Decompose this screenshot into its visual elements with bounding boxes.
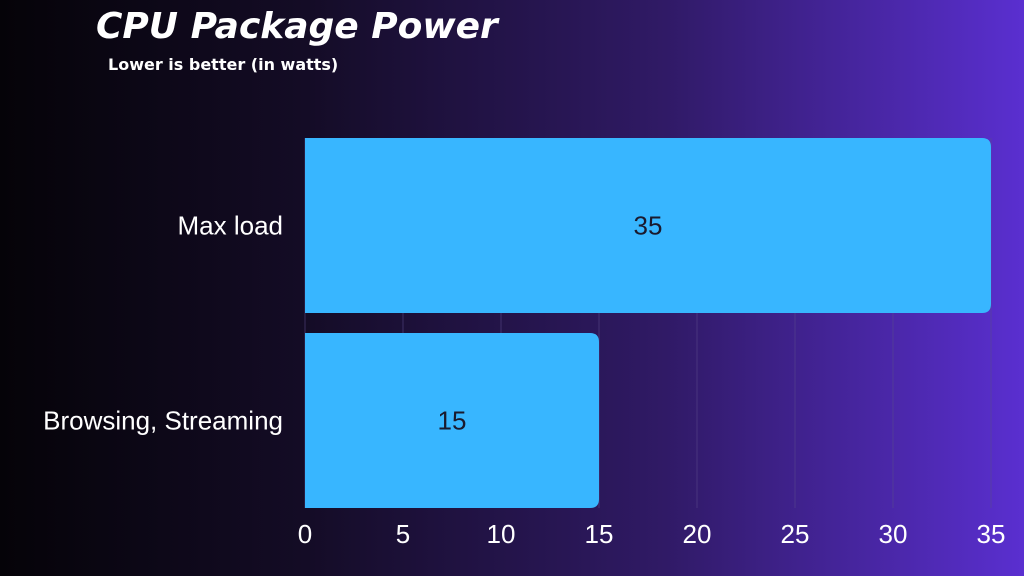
x-tick-label-15: 15 xyxy=(585,519,614,549)
x-tick-label-20: 20 xyxy=(683,519,712,549)
x-tick-label-30: 30 xyxy=(879,519,908,549)
bar-0 xyxy=(305,138,991,313)
x-tick-label-25: 25 xyxy=(781,519,810,549)
chart-title: CPU Package Power xyxy=(96,6,498,47)
data-label-0: 35 xyxy=(634,211,663,241)
x-tick-label-35: 35 xyxy=(977,519,1006,549)
chart-subtitle: Lower is better (in watts) xyxy=(108,55,339,74)
x-tick-label-0: 0 xyxy=(298,519,312,549)
category-label-1: Browsing, Streaming xyxy=(43,406,283,436)
category-label-0: Max load xyxy=(178,211,284,241)
x-tick-label-5: 5 xyxy=(396,519,410,549)
x-tick-label-10: 10 xyxy=(487,519,516,549)
data-label-1: 15 xyxy=(438,406,467,436)
bar-1 xyxy=(305,333,599,508)
